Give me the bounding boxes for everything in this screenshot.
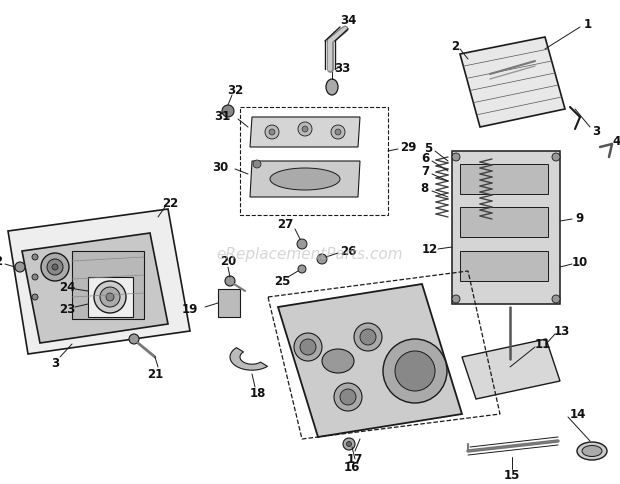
Text: 29: 29 <box>400 141 416 154</box>
Text: 24: 24 <box>59 281 75 294</box>
Circle shape <box>32 294 38 301</box>
Text: 23: 23 <box>59 303 75 316</box>
Circle shape <box>343 438 355 450</box>
Circle shape <box>302 127 308 133</box>
Bar <box>240 108 388 215</box>
Circle shape <box>395 351 435 391</box>
Text: 9: 9 <box>576 212 584 225</box>
Text: 3: 3 <box>592 125 600 138</box>
Ellipse shape <box>499 356 521 366</box>
Text: 31: 31 <box>214 109 230 122</box>
Circle shape <box>32 274 38 280</box>
Text: eReplacementParts.com: eReplacementParts.com <box>216 247 404 262</box>
Bar <box>88 277 133 318</box>
Text: 8: 8 <box>420 182 428 195</box>
Text: 25: 25 <box>274 275 290 288</box>
Text: 2: 2 <box>451 39 459 52</box>
Text: 18: 18 <box>250 387 266 400</box>
Circle shape <box>396 365 420 389</box>
Circle shape <box>129 334 139 344</box>
Circle shape <box>297 240 307 249</box>
Polygon shape <box>460 38 565 128</box>
Text: 17: 17 <box>347 453 363 466</box>
Circle shape <box>225 276 235 287</box>
Circle shape <box>401 370 415 384</box>
Circle shape <box>265 126 279 140</box>
Circle shape <box>106 293 114 302</box>
Polygon shape <box>452 151 560 304</box>
Text: 7: 7 <box>421 165 429 178</box>
Bar <box>460 208 548 238</box>
Polygon shape <box>250 118 360 148</box>
Text: 1: 1 <box>584 18 592 31</box>
Circle shape <box>317 255 327 264</box>
Circle shape <box>552 295 560 303</box>
Circle shape <box>452 295 460 303</box>
Text: 13: 13 <box>554 325 570 338</box>
Text: 30: 30 <box>212 161 228 174</box>
Circle shape <box>253 161 261 168</box>
Circle shape <box>335 130 341 136</box>
Text: 3: 3 <box>51 357 59 370</box>
Text: 34: 34 <box>340 14 356 27</box>
Polygon shape <box>8 210 190 354</box>
Circle shape <box>41 254 69 281</box>
Text: 10: 10 <box>572 256 588 269</box>
Polygon shape <box>250 162 360 197</box>
Text: 11: 11 <box>535 338 551 351</box>
Ellipse shape <box>577 442 607 460</box>
Circle shape <box>298 123 312 136</box>
Ellipse shape <box>322 349 354 373</box>
Text: 16: 16 <box>344 461 360 473</box>
Polygon shape <box>462 339 560 399</box>
Ellipse shape <box>326 80 338 96</box>
Circle shape <box>269 130 275 136</box>
Circle shape <box>334 383 362 411</box>
Circle shape <box>340 389 356 405</box>
Text: 21: 21 <box>147 368 163 381</box>
Bar <box>460 165 548 195</box>
Text: 19: 19 <box>182 303 198 316</box>
Text: 27: 27 <box>277 218 293 231</box>
Text: 5: 5 <box>424 142 432 155</box>
Bar <box>72 252 144 319</box>
Text: 26: 26 <box>340 245 356 258</box>
Circle shape <box>100 287 120 307</box>
Circle shape <box>354 323 382 351</box>
Bar <box>218 289 240 318</box>
Circle shape <box>300 339 316 355</box>
Circle shape <box>32 255 38 260</box>
Circle shape <box>347 441 352 447</box>
Text: 33: 33 <box>334 61 350 75</box>
Circle shape <box>298 265 306 273</box>
Circle shape <box>360 329 376 345</box>
Circle shape <box>383 339 447 403</box>
Circle shape <box>294 333 322 361</box>
Text: 4: 4 <box>613 135 620 148</box>
Circle shape <box>452 154 460 162</box>
Text: 14: 14 <box>570 408 586 421</box>
Text: 6: 6 <box>421 152 429 165</box>
Circle shape <box>552 154 560 162</box>
Text: 15: 15 <box>504 469 520 482</box>
Circle shape <box>94 281 126 313</box>
Text: 2: 2 <box>0 255 2 268</box>
Ellipse shape <box>270 168 340 191</box>
Text: 12: 12 <box>422 243 438 256</box>
Text: 32: 32 <box>227 83 243 96</box>
Polygon shape <box>230 348 268 370</box>
Circle shape <box>331 126 345 140</box>
Text: 22: 22 <box>162 197 178 210</box>
Polygon shape <box>278 285 462 437</box>
Circle shape <box>222 106 234 118</box>
Circle shape <box>52 264 58 271</box>
Text: 20: 20 <box>220 255 236 268</box>
Polygon shape <box>22 233 168 343</box>
Circle shape <box>47 259 63 275</box>
Ellipse shape <box>582 446 602 456</box>
Bar <box>460 252 548 281</box>
Circle shape <box>15 262 25 272</box>
